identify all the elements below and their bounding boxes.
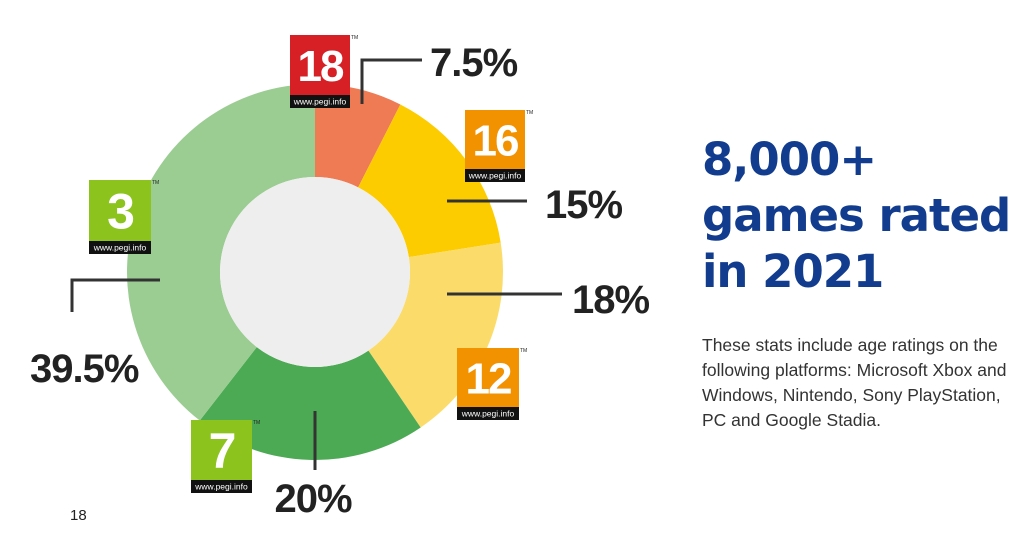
pegi-3-badge-footer	[89, 241, 151, 254]
value-label-pegi-7: 20%	[274, 477, 351, 521]
pegi-7-badge-tm: TM	[253, 420, 260, 426]
pegi-18-badge-url: www.pegi.info	[293, 97, 347, 107]
slice-pegi-12	[368, 242, 503, 428]
pegi-7-badge-url: www.pegi.info	[194, 482, 248, 492]
donut-hole	[220, 177, 410, 367]
pegi-3-badge-url: www.pegi.info	[93, 243, 147, 253]
pegi-18-badge	[290, 35, 350, 95]
pegi-3-badge	[89, 180, 151, 241]
headline: 8,000+ games rated in 2021	[702, 132, 1022, 300]
pegi-3-badge-number: 3	[107, 184, 133, 240]
donut-chart: 7.5% 15% 18% 20% 39.5% TM 18 www.pegi.info TM 16 w…	[30, 35, 650, 521]
slice-pegi-7	[199, 347, 421, 460]
pegi-3-badge-tm: TM	[152, 180, 159, 186]
pegi-18-badge-number: 18	[298, 42, 344, 91]
pegi-12-badge-number: 12	[466, 354, 511, 403]
leader-line-pegi-3	[70, 278, 160, 312]
pegi-7-badge-footer	[191, 480, 252, 493]
pegi-18-badge-footer	[290, 95, 350, 108]
headline-line-2: games rated	[702, 189, 1011, 242]
pegi-16-badge-footer	[465, 169, 525, 182]
pegi-12-badge-url: www.pegi.info	[461, 409, 515, 419]
pegi-16-badge-url: www.pegi.info	[468, 171, 522, 181]
value-label-pegi-18: 7.5%	[430, 41, 518, 85]
value-label-pegi-12: 18%	[572, 278, 649, 322]
platforms-description: These stats include age ratings on the f…	[702, 335, 1007, 430]
pegi-12-badge-tm: TM	[520, 348, 527, 354]
slice-pegi-18	[315, 84, 401, 188]
headline-line-3: in 2021	[702, 245, 884, 298]
pegi-16-badge-number: 16	[473, 116, 518, 165]
leader-line-pegi-18	[360, 58, 422, 104]
pegi-7-badge-number: 7	[209, 423, 235, 479]
pegi-18-badge-tm: TM	[351, 35, 358, 41]
pegi-12-badge	[457, 348, 519, 407]
pegi-12-badge-footer	[457, 407, 519, 420]
pegi-16-badge-tm: TM	[526, 110, 533, 116]
headline-line-1: 8,000+	[702, 133, 877, 186]
slice-pegi-16	[358, 104, 501, 258]
value-label-pegi-16: 15%	[545, 183, 622, 227]
pegi-16-badge	[465, 110, 525, 169]
page-number: 18	[70, 507, 87, 524]
value-label-pegi-3: 39.5%	[30, 347, 139, 391]
pegi-7-badge	[191, 420, 252, 480]
slice-pegi-3	[126, 84, 315, 421]
